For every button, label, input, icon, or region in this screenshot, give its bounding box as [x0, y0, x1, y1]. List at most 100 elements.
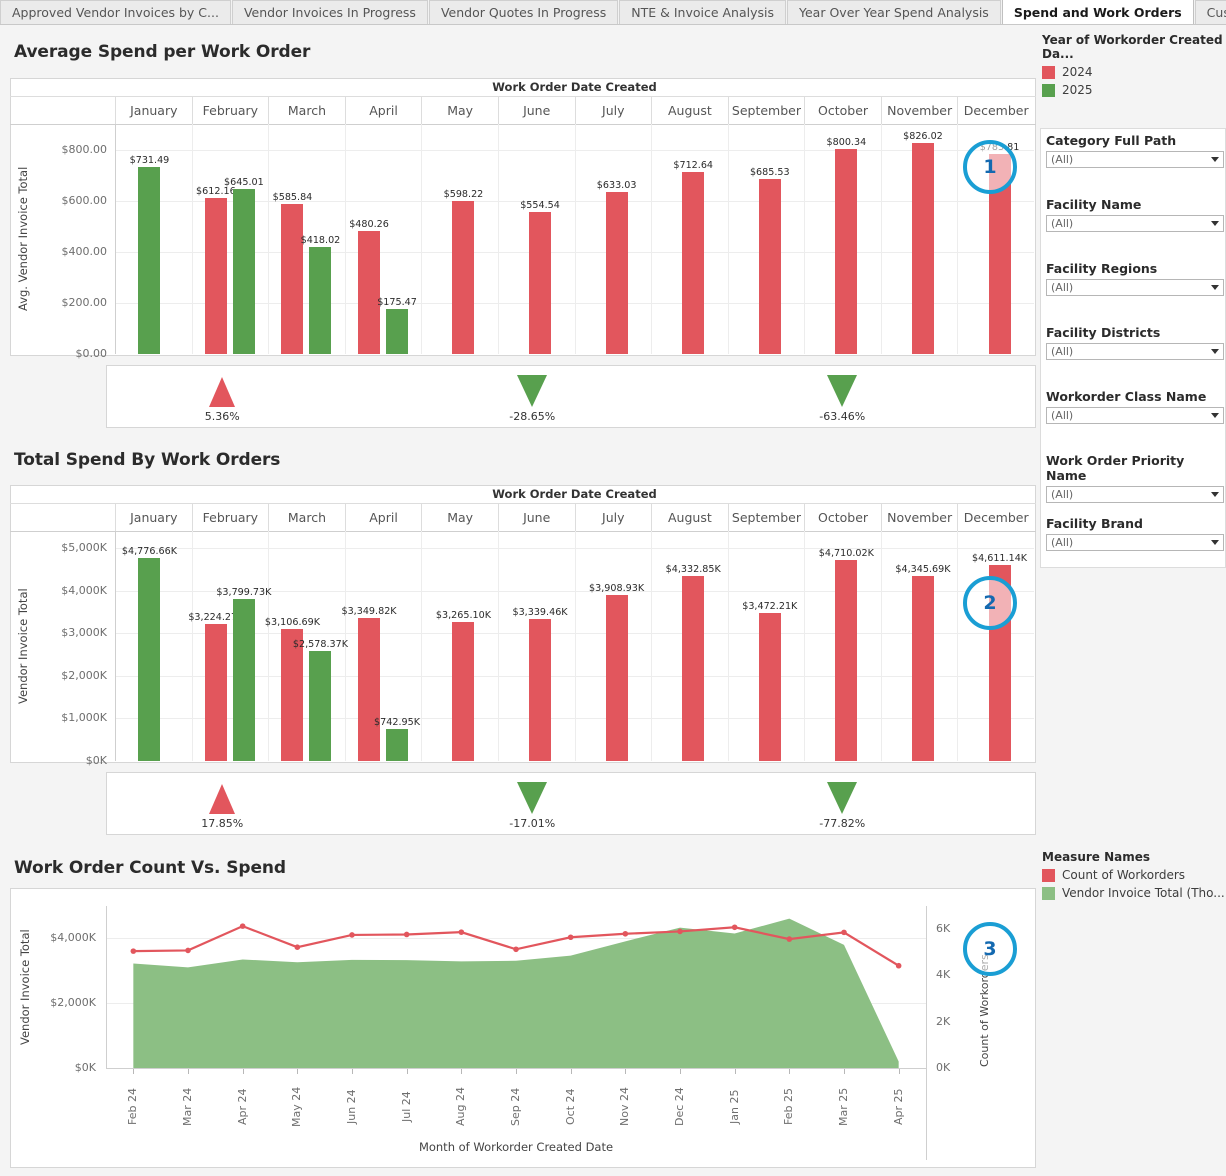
x-axis-tick-label: Feb 24: [126, 1088, 140, 1126]
filter-value: (All): [1051, 488, 1074, 501]
column-separator: [727, 531, 729, 761]
bar[interactable]: [452, 621, 475, 761]
legend-measure-item[interactable]: Vendor Invoice Total (Tho...: [1042, 886, 1226, 900]
column-header: April: [344, 503, 422, 531]
bar[interactable]: [529, 212, 552, 354]
bar-value-label: $645.01: [224, 177, 264, 189]
column-separator: [344, 124, 346, 354]
tab-vendor-quotes-in-progress[interactable]: Vendor Quotes In Progress: [428, 0, 619, 24]
bar[interactable]: [452, 201, 475, 354]
bar[interactable]: [138, 557, 161, 761]
bar[interactable]: [232, 599, 255, 761]
delta-triangle-down-icon: [517, 782, 548, 814]
column-header-label: June: [523, 102, 551, 118]
column-header: January: [115, 96, 192, 124]
column-separator: [268, 531, 270, 761]
tab-spend-and-work-orders[interactable]: Spend and Work Orders: [1001, 0, 1194, 24]
legend-year-item[interactable]: 2025: [1042, 83, 1226, 97]
column-header: March: [268, 503, 345, 531]
delta-triangle-down-icon: [827, 375, 858, 407]
line-point: [622, 930, 629, 937]
tab-custom-heat-map[interactable]: Custom Heat Map: [1194, 0, 1226, 24]
legend-measure-item[interactable]: Count of Workorders: [1042, 868, 1226, 882]
column-separator: [421, 531, 423, 761]
bar[interactable]: [911, 575, 934, 761]
chevron-down-icon: [1211, 285, 1219, 290]
filter-dropdown[interactable]: (All): [1046, 151, 1224, 168]
y-axis-line: [115, 531, 116, 761]
chart-3-plot-svg: [130, 918, 902, 1068]
legend-year-item[interactable]: 2024: [1042, 65, 1226, 79]
bar[interactable]: [386, 309, 409, 354]
bar[interactable]: [358, 231, 381, 354]
bar[interactable]: [758, 178, 781, 354]
bar[interactable]: [138, 167, 161, 354]
bar[interactable]: [835, 149, 858, 354]
tab-approved-vendor-invoices-by-c[interactable]: Approved Vendor Invoices by C...: [0, 0, 231, 24]
bar[interactable]: [529, 618, 552, 761]
line-point: [841, 929, 847, 936]
column-separator: [957, 124, 959, 354]
bar-value-label: $731.49: [129, 155, 170, 167]
delta-triangle-down-icon: [517, 375, 548, 407]
x-axis-tick: [898, 1069, 900, 1074]
bar[interactable]: [281, 204, 304, 354]
filter-dropdown[interactable]: (All): [1046, 343, 1224, 360]
y-axis-tick-label: $0K: [74, 1061, 96, 1074]
column-header: July: [574, 503, 652, 531]
column-header-label: May: [447, 102, 474, 118]
column-separator: [651, 124, 653, 354]
header-top-rule: [10, 96, 1036, 97]
x-axis-tick: [352, 1069, 353, 1074]
bar[interactable]: [605, 594, 628, 761]
bar-value-label: $175.47: [377, 297, 417, 309]
filter-dropdown[interactable]: (All): [1046, 215, 1224, 232]
y-axis-tick-label: $0K: [85, 754, 107, 767]
column-separator: [191, 531, 193, 761]
filter-value: (All): [1051, 536, 1074, 549]
bar[interactable]: [358, 618, 381, 761]
x-axis-tick-label: Aug 24: [454, 1087, 468, 1127]
bar[interactable]: [309, 247, 332, 354]
bar[interactable]: [204, 623, 227, 761]
column-header: January: [115, 503, 192, 531]
chevron-down-icon: [1211, 157, 1219, 162]
tab-year-over-year-spend-analysis[interactable]: Year Over Year Spend Analysis: [787, 0, 1001, 24]
bar-value-label: $3,265.10K: [435, 609, 492, 621]
filter-value: (All): [1051, 409, 1074, 422]
tab-nte-invoice-analysis[interactable]: NTE & Invoice Analysis: [619, 0, 787, 24]
bar[interactable]: [682, 171, 705, 354]
chevron-down-icon: [1211, 540, 1219, 545]
bar[interactable]: [232, 189, 255, 354]
bar[interactable]: [204, 197, 227, 354]
filter-dropdown[interactable]: (All): [1046, 534, 1224, 551]
column-header: December: [957, 503, 1034, 531]
chart-2-delta-frame: [106, 772, 1036, 835]
legend-swatch: [1042, 868, 1055, 882]
filter-dropdown[interactable]: (All): [1046, 279, 1224, 296]
bar[interactable]: [281, 628, 304, 761]
bar[interactable]: [682, 576, 705, 761]
x-axis-tick: [734, 1069, 736, 1074]
column-header: May: [421, 503, 498, 531]
bar[interactable]: [835, 560, 858, 761]
column-header-label: September: [731, 102, 801, 118]
filter-dropdown[interactable]: (All): [1046, 407, 1224, 424]
x-axis-tick: [188, 1069, 189, 1074]
column-header: February: [191, 503, 269, 531]
delta-triangle-up-icon: [209, 377, 236, 407]
x-axis-tick: [461, 1069, 463, 1074]
bar[interactable]: [758, 613, 781, 761]
filter-dropdown[interactable]: (All): [1046, 486, 1224, 503]
bar-value-label: $418.02: [300, 235, 341, 247]
bar[interactable]: [911, 142, 934, 354]
bar[interactable]: [988, 153, 1011, 354]
bar[interactable]: [605, 192, 628, 354]
bar[interactable]: [386, 729, 409, 761]
column-header: August: [651, 503, 728, 531]
bar[interactable]: [309, 651, 332, 761]
tab-vendor-invoices-in-progress[interactable]: Vendor Invoices In Progress: [231, 0, 428, 24]
column-header-label: August: [667, 102, 712, 118]
chart-x-axis-title: Month of Workorder Created Date: [418, 1140, 614, 1154]
y-axis-tick-label: $800.00: [61, 142, 108, 156]
